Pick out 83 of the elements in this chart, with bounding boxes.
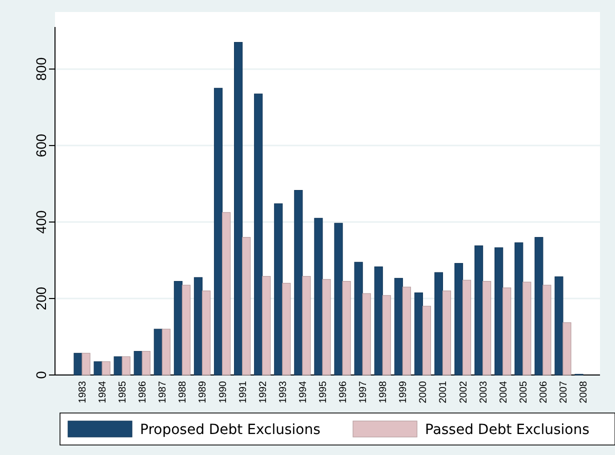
x-tick-label: 1993 xyxy=(278,380,289,404)
x-tick-label: 1997 xyxy=(358,380,370,404)
bar xyxy=(514,242,524,376)
bar xyxy=(434,272,444,376)
bar xyxy=(322,279,331,376)
x-tick-label: 1998 xyxy=(378,380,390,404)
bar xyxy=(382,295,391,376)
bar xyxy=(522,282,532,376)
bar xyxy=(242,237,251,376)
x-tick-label: 2007 xyxy=(558,380,570,404)
bar xyxy=(154,328,162,376)
bar xyxy=(354,262,363,376)
y-tick-label: 200 xyxy=(32,286,49,310)
bar xyxy=(82,352,90,376)
x-tick-label: 2005 xyxy=(518,380,530,404)
x-tick-label: 1988 xyxy=(178,380,189,404)
x-tick-label: 2004 xyxy=(498,380,510,404)
bar xyxy=(422,306,431,376)
bar xyxy=(174,281,183,376)
bar xyxy=(362,293,371,376)
bar xyxy=(554,276,564,376)
bar xyxy=(474,245,484,376)
x-tick-label: 2001 xyxy=(438,380,450,404)
bar xyxy=(182,284,191,376)
bar xyxy=(274,203,283,376)
bar xyxy=(214,88,223,376)
x-tick-label: 2003 xyxy=(478,380,490,404)
bar xyxy=(74,352,82,376)
bar xyxy=(142,350,150,376)
bar xyxy=(314,218,323,376)
y-tick-label: 0 xyxy=(32,370,49,379)
bar xyxy=(374,266,383,376)
bar xyxy=(342,281,351,376)
x-tick-label: 2006 xyxy=(538,380,550,404)
x-tick-label: 1999 xyxy=(398,380,410,404)
bar xyxy=(534,237,544,376)
x-tick-label: 1986 xyxy=(138,380,149,404)
y-tick-label: 400 xyxy=(32,210,49,234)
bar xyxy=(254,94,263,376)
bar xyxy=(482,281,492,376)
x-tick-label: 1987 xyxy=(158,380,169,404)
y-tick-label: 600 xyxy=(32,134,49,158)
x-tick-label: 1984 xyxy=(98,380,109,404)
bar xyxy=(502,288,512,376)
legend-label: Proposed Debt Exclusions xyxy=(140,422,320,438)
bar xyxy=(202,290,211,376)
bar xyxy=(282,282,291,376)
x-tick-label: 1995 xyxy=(318,380,329,404)
bar xyxy=(454,263,464,376)
bar xyxy=(94,361,102,376)
x-tick-label: 1983 xyxy=(78,380,89,404)
x-tick-label: 1990 xyxy=(218,380,229,404)
x-tick-label: 1991 xyxy=(238,380,249,404)
bar xyxy=(134,350,142,376)
bar xyxy=(222,212,231,376)
bar xyxy=(114,356,122,376)
x-tick-label: 1992 xyxy=(258,380,269,404)
bar xyxy=(394,278,403,376)
bar xyxy=(294,190,303,376)
bar xyxy=(562,322,572,376)
bar xyxy=(262,276,271,376)
x-tick-label: 2002 xyxy=(458,380,470,404)
legend-label: Passed Debt Exclusions xyxy=(425,422,590,438)
y-tick-label: 800 xyxy=(32,57,49,81)
bar xyxy=(334,222,343,376)
bar xyxy=(194,277,203,376)
bar xyxy=(414,292,423,376)
bar xyxy=(542,284,552,376)
x-tick-label: 2000 xyxy=(418,380,430,404)
bar xyxy=(102,361,110,376)
x-tick-label: 1994 xyxy=(298,380,309,404)
x-tick-label: 1996 xyxy=(338,380,350,404)
bar xyxy=(494,247,504,376)
x-tick-label: 1985 xyxy=(118,380,129,404)
bar xyxy=(122,356,130,376)
x-tick-label: 1989 xyxy=(198,380,209,404)
bar xyxy=(462,280,472,376)
bar xyxy=(234,42,243,376)
x-tick-label: 2008 xyxy=(578,380,590,404)
bar xyxy=(162,328,170,376)
bar xyxy=(302,276,311,376)
bar xyxy=(442,290,452,376)
bar xyxy=(402,286,411,376)
